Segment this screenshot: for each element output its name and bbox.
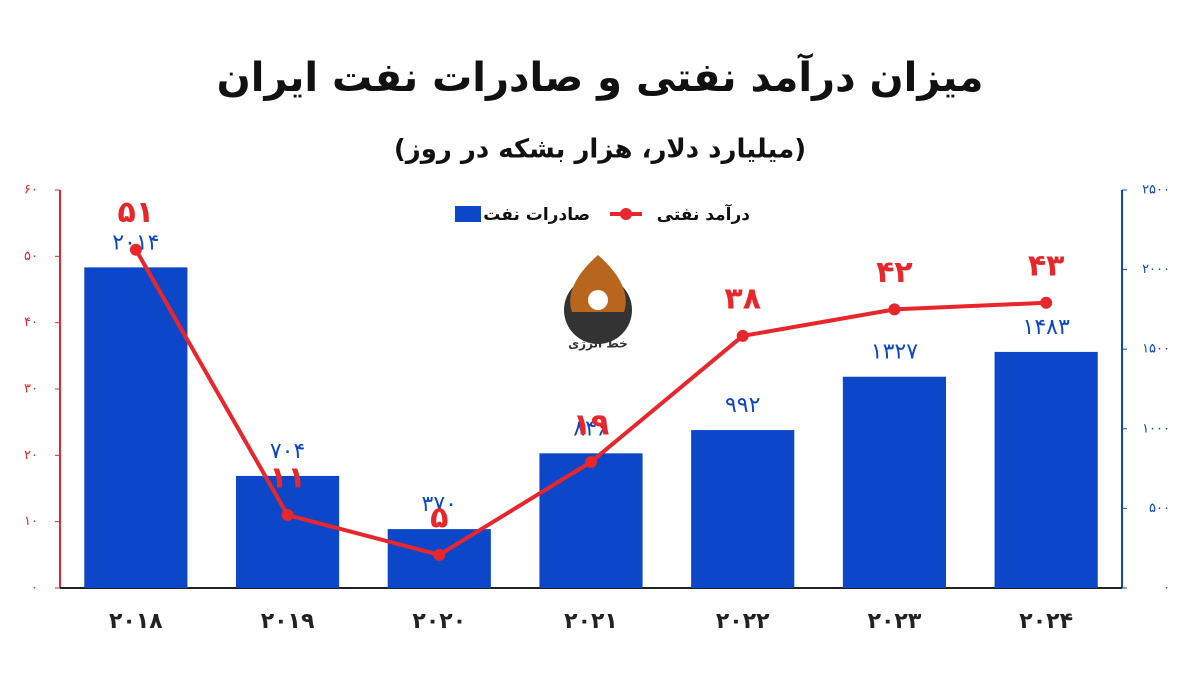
bar-value-label: ۹۹۲: [725, 393, 760, 418]
chart-subtitle: (میلیارد دلار، هزار بشکه در روز): [394, 135, 806, 165]
bar: [691, 430, 795, 588]
y2-tick-label: ۱۵۰۰: [1142, 342, 1170, 357]
bar: [994, 351, 1098, 588]
y-tick-label: ۰: [31, 581, 38, 596]
line-marker: [1040, 296, 1053, 309]
y2-tick-label: ۲۵۰۰: [1142, 183, 1170, 198]
logo: خط انرژی: [564, 255, 632, 351]
bar-value-label: ۱۴۸۳: [1023, 315, 1070, 340]
line-value-label: ۱۱: [269, 461, 306, 496]
logo-flame: [588, 290, 608, 310]
line-marker: [433, 548, 446, 561]
x-tick-label: ۲۰۱۸: [109, 609, 163, 634]
y-tick-label: ۶۰: [24, 183, 38, 198]
y-tick-label: ۴۰: [24, 315, 38, 330]
line-marker: [129, 243, 142, 256]
legend-swatch: [455, 206, 481, 222]
y2-tick-label: ۲۰۰۰: [1142, 262, 1170, 277]
logo-text: خط انرژی: [568, 337, 628, 351]
x-tick-label: ۲۰۲۱: [564, 609, 618, 634]
y2-tick-label: ۵۰۰: [1149, 501, 1170, 516]
legend-label: صادرات نفت: [483, 205, 590, 225]
y2-tick-label: ۰: [1163, 581, 1170, 596]
bar-value-label: ۳۷۰: [422, 492, 457, 517]
x-tick-label: ۲۰۲۳: [868, 609, 922, 634]
line-marker: [888, 303, 901, 316]
y-tick-label: ۲۰: [24, 448, 38, 463]
y-tick-label: ۱۰: [24, 514, 38, 529]
line-value-label: ۵۱: [118, 195, 155, 230]
chart-title: میزان درآمد نفتی و صادرات نفت ایران: [217, 52, 984, 101]
bar: [235, 475, 340, 588]
y2-tick-label: ۱۰۰۰: [1142, 421, 1170, 436]
y-tick-label: ۳۰: [24, 382, 38, 397]
bar-value-label: ۸۴۶: [573, 416, 608, 441]
legend-label: درآمد نفتی: [657, 203, 751, 225]
logo-drop: [570, 255, 626, 312]
bar: [539, 453, 643, 588]
line-marker: [585, 455, 597, 468]
x-tick-label: ۲۰۲۴: [1019, 609, 1073, 634]
line-value-label: ۴۲: [876, 255, 913, 290]
line-value-label: ۱۹: [573, 407, 610, 442]
line-marker: [281, 509, 294, 522]
bar-value-label: ۱۳۲۷: [871, 340, 918, 365]
bar-value-label: ۷۰۴: [270, 439, 305, 464]
x-tick-label: ۲۰۲۰: [412, 609, 466, 634]
line-value-label: ۵: [430, 500, 448, 535]
legend-swatch: [620, 208, 632, 220]
line-value-label: ۳۸: [724, 281, 761, 316]
bar: [842, 376, 947, 588]
bar: [84, 267, 188, 588]
x-tick-label: ۲۰۲۲: [716, 609, 770, 634]
y-tick-label: ۵۰: [24, 249, 38, 264]
x-tick-label: ۲۰۱۹: [261, 609, 315, 634]
line-marker: [736, 329, 749, 342]
line-value-label: ۴۳: [1028, 248, 1065, 283]
